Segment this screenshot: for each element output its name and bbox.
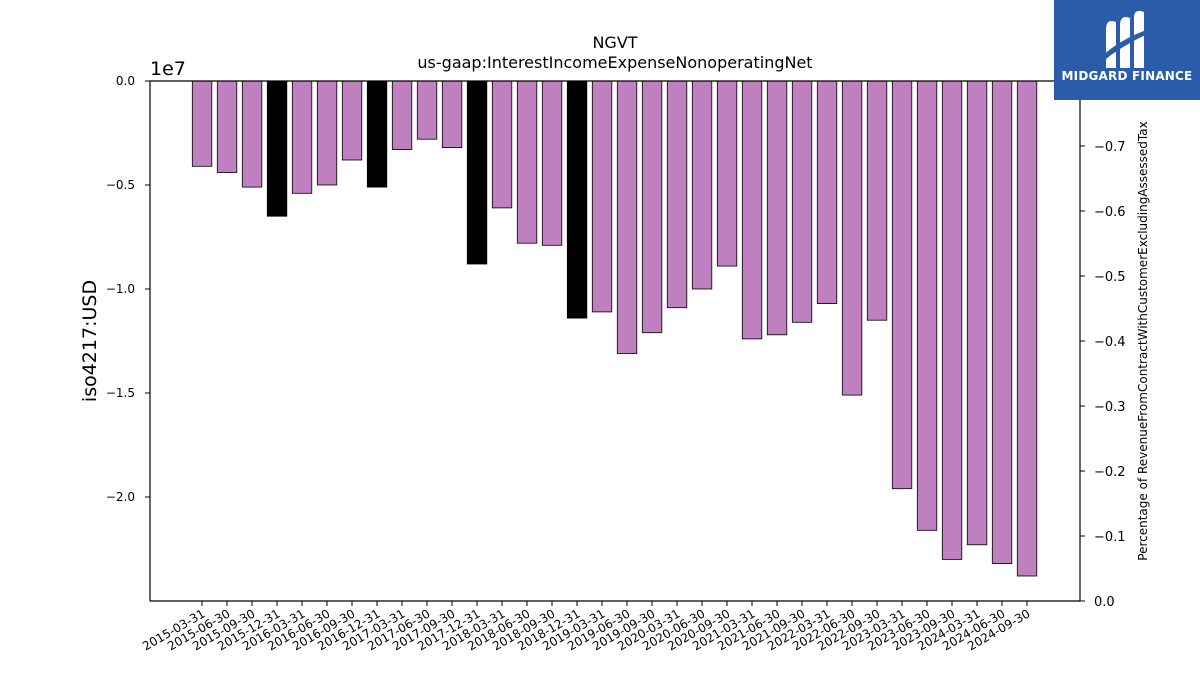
y2-tick-label: −0.5 <box>1094 270 1126 285</box>
bar-2016-06-30 <box>316 80 338 186</box>
y2-tick-label: −0.7 <box>1094 140 1126 155</box>
bar-2019-06-30 <box>616 80 638 354</box>
bar-2024-03-31 <box>966 80 988 546</box>
bar-2018-09-30 <box>541 80 563 246</box>
bar-2015-12-31 <box>266 80 288 217</box>
bar-2023-03-31 <box>891 80 913 490</box>
bar-2015-09-30 <box>241 80 263 188</box>
y2-tick-label: −0.3 <box>1094 400 1126 415</box>
bar-2022-09-30 <box>866 80 888 321</box>
y-tick-label: −0.5 <box>106 178 135 192</box>
bar-2020-03-31 <box>666 80 688 309</box>
bar-2022-03-31 <box>816 80 838 305</box>
bar-2021-06-30 <box>766 80 788 336</box>
y-axis-ticks: 0.0 −0.5 −1.0 −1.5 −2.0 <box>106 74 150 504</box>
bar-2021-03-31 <box>741 80 763 340</box>
logo-text: MIDGARD FINANCE <box>1061 69 1193 83</box>
chart-subtitle: us-gaap:InterestIncomeExpenseNonoperatin… <box>417 53 812 72</box>
bar-2018-03-31 <box>491 80 513 209</box>
y2-tick-label: −0.6 <box>1094 205 1126 220</box>
y2-axis-label: Percentage of RevenueFromContractWithCus… <box>1136 121 1150 560</box>
bar-2024-06-30 <box>991 80 1013 565</box>
y-tick-label: 0.0 <box>116 74 135 88</box>
bar-2017-06-30 <box>416 80 438 140</box>
bar-2019-03-31 <box>591 80 613 313</box>
bar-2018-12-31 <box>566 80 588 319</box>
bar-2019-09-30 <box>641 80 663 334</box>
bar-2022-06-30 <box>841 80 863 396</box>
midgard-logo-icon <box>1102 10 1152 68</box>
x-axis-ticks: 2015-03-312015-06-302015-09-302015-12-31… <box>140 601 1033 653</box>
bars <box>191 80 1038 577</box>
y2-tick-label: 0.0 <box>1094 595 1115 610</box>
bar-2023-09-30 <box>941 80 963 560</box>
bar-2020-06-30 <box>691 80 713 290</box>
y2-axis-ticks: −0.7 −0.6 −0.5 −0.4 −0.3 −0.2 −0.1 0.0 <box>1080 140 1126 610</box>
y2-tick-label: −0.4 <box>1094 335 1126 350</box>
midgard-finance-logo: MIDGARD FINANCE <box>1054 0 1200 100</box>
y2-tick-label: −0.2 <box>1094 465 1126 480</box>
bar-2017-09-30 <box>441 80 463 148</box>
bar-2016-09-30 <box>341 80 363 161</box>
chart-title: NGVT <box>592 33 637 52</box>
y-tick-label: −1.5 <box>106 386 135 400</box>
y-tick-label: −2.0 <box>106 490 135 504</box>
bar-2017-03-31 <box>391 80 413 150</box>
bar-2015-06-30 <box>216 80 238 173</box>
bar-2015-03-31 <box>191 80 213 167</box>
y-tick-label: −1.0 <box>106 282 135 296</box>
bar-2024-09-30 <box>1016 80 1038 577</box>
y-axis-label: iso4217:USD <box>79 280 101 402</box>
bar-2017-12-31 <box>466 80 488 265</box>
y2-tick-label: −0.1 <box>1094 530 1126 545</box>
bar-2018-06-30 <box>516 80 538 244</box>
bar-2016-03-31 <box>291 80 313 194</box>
bar-2021-09-30 <box>791 80 813 323</box>
y-offset-label: 1e7 <box>150 58 186 80</box>
bar-2020-09-30 <box>716 80 738 267</box>
bar-2016-12-31 <box>366 80 388 188</box>
bar-2023-06-30 <box>916 80 938 531</box>
